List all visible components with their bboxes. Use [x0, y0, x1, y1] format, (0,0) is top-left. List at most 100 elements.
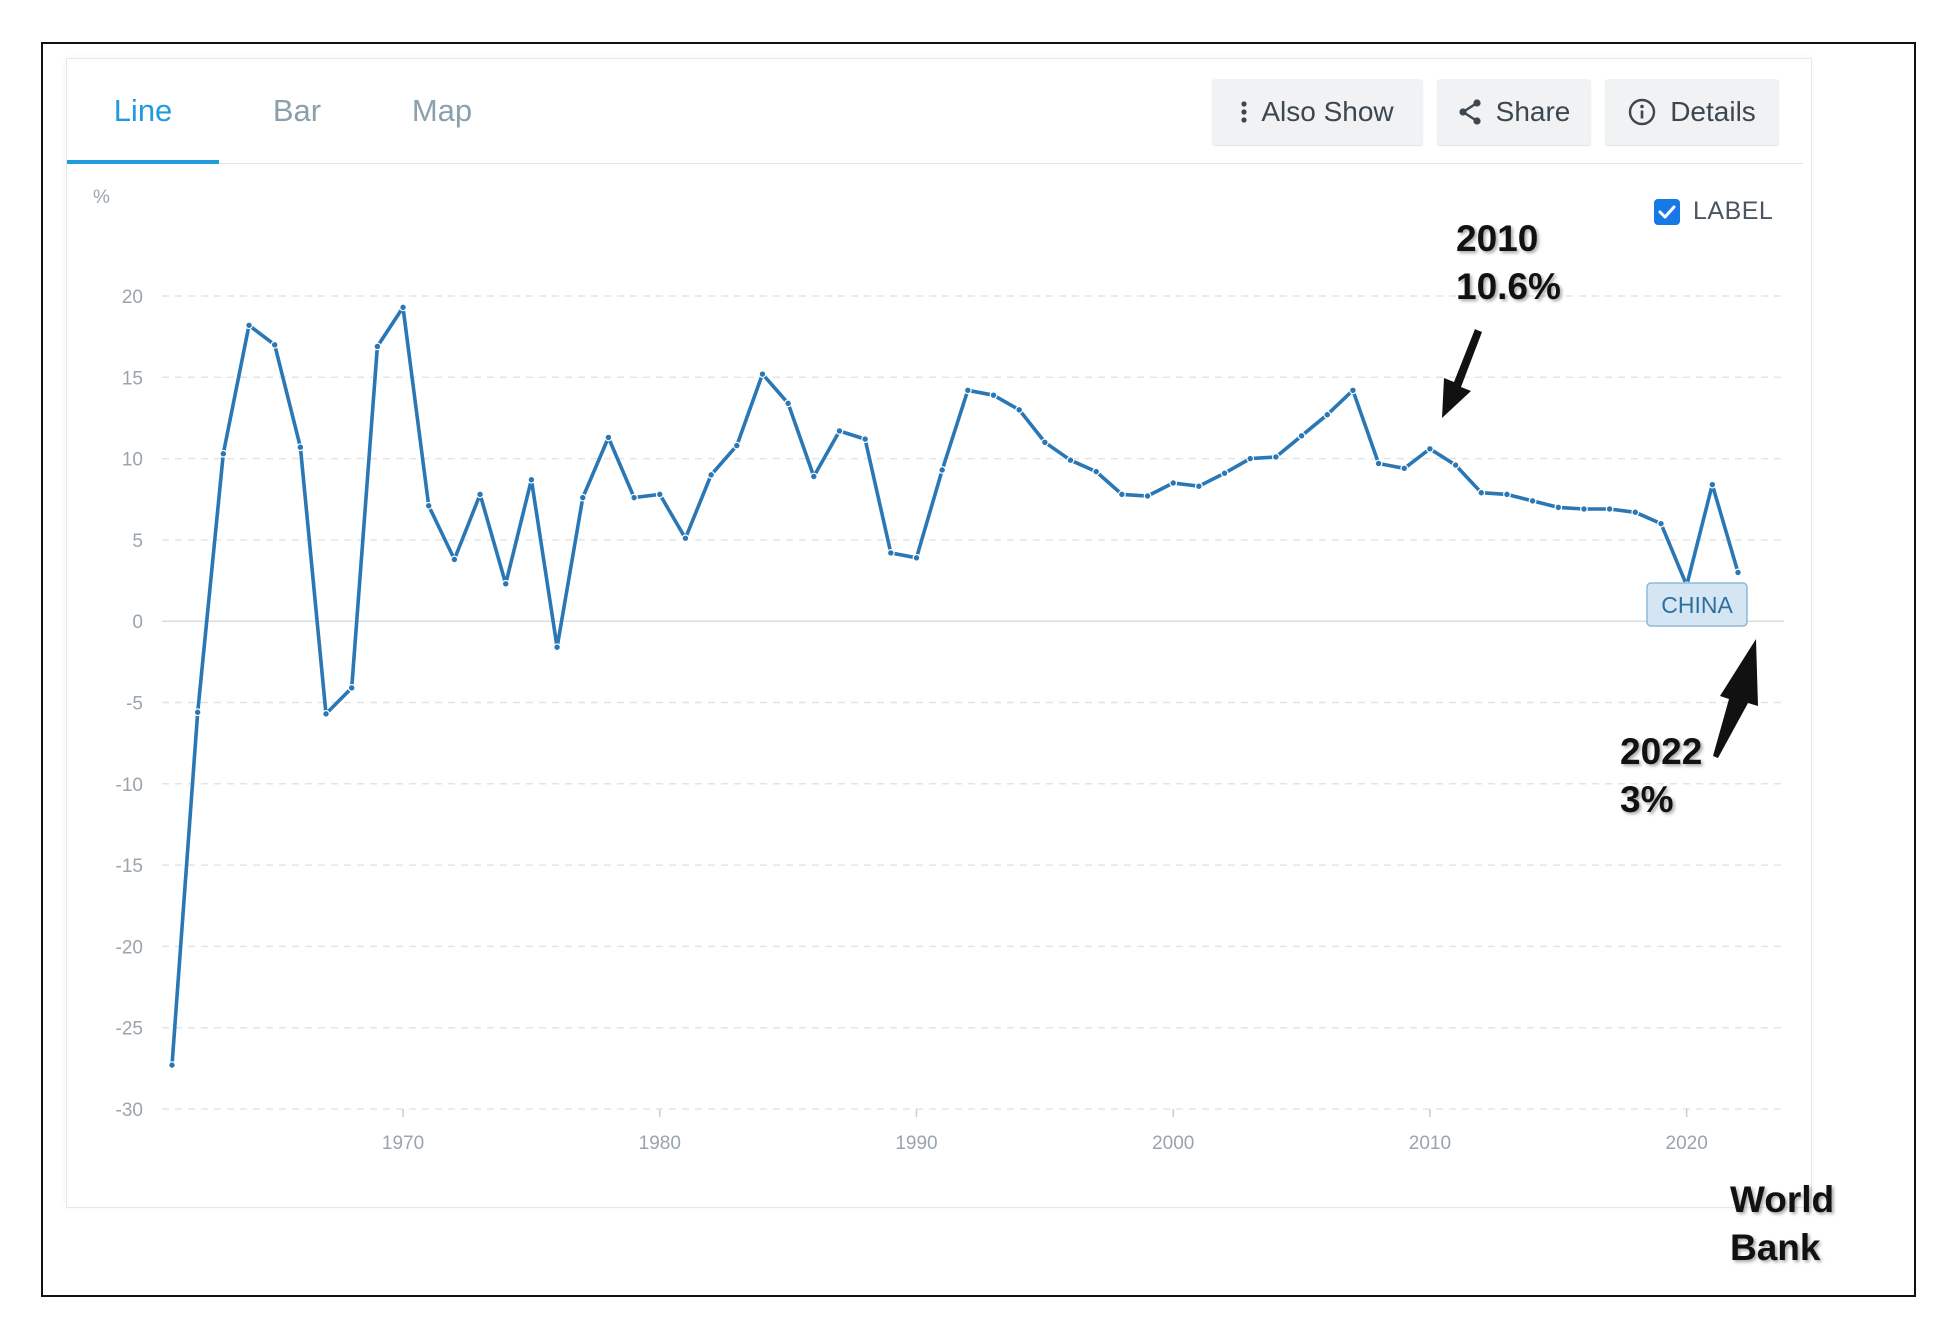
data-point: [655, 490, 664, 499]
x-tick-label: 1990: [895, 1133, 937, 1154]
data-point: [1117, 490, 1126, 499]
data-point: [1451, 461, 1460, 470]
series-label-china: CHINA: [1661, 592, 1733, 618]
data-point: [1169, 479, 1178, 487]
checkmark-icon: [1658, 205, 1676, 218]
annotation-2022-year: 2022: [1620, 731, 1703, 772]
data-point: [1323, 410, 1332, 419]
data-point: [1657, 519, 1665, 528]
data-point: [938, 466, 947, 474]
data-point: [1143, 492, 1152, 500]
y-tick-label: 20: [122, 287, 143, 308]
data-point: [1734, 568, 1742, 577]
y-tick-label: -30: [116, 1100, 143, 1121]
label-checkbox[interactable]: [1654, 198, 1680, 225]
annotation-2022-value: 3%: [1620, 779, 1674, 820]
data-point: [399, 303, 407, 312]
annotation-2010-year: 2010: [1456, 218, 1539, 259]
vertical-dots-icon: [1241, 101, 1247, 123]
data-point: [681, 534, 690, 543]
data-point: [1554, 503, 1563, 512]
data-point: [476, 490, 484, 499]
data-point: [450, 555, 459, 564]
data-point: [1246, 454, 1255, 463]
data-point: [296, 443, 305, 452]
also-show-label: Also Show: [1261, 96, 1394, 127]
data-point: [809, 472, 818, 481]
data-point: [553, 643, 561, 652]
data-point: [245, 321, 253, 330]
data-point: [1040, 438, 1049, 447]
data-point: [886, 549, 895, 557]
x-tick-label: 2010: [1409, 1133, 1451, 1154]
source-line-2: Bank: [1730, 1227, 1821, 1268]
y-axis-label: %: [93, 187, 110, 208]
data-point: [322, 709, 330, 718]
chart-panel: Line Bar Map Also Show Share Details LAB…: [67, 59, 1811, 1207]
data-point: [1272, 453, 1280, 461]
series-label-box: [1646, 582, 1748, 627]
label-toggle-text: LABEL: [1693, 197, 1774, 225]
chart-type-tabs: Line Bar Map Also Show Share Details: [67, 59, 1803, 164]
details-label: Details: [1670, 96, 1756, 127]
data-point: [373, 342, 382, 351]
label-toggle[interactable]: LABEL: [1654, 197, 1773, 226]
details-button[interactable]: Details: [1605, 79, 1779, 145]
data-point: [861, 435, 870, 443]
share-button[interactable]: Share: [1437, 79, 1591, 145]
data-point: [270, 340, 279, 349]
data-point: [1477, 488, 1486, 497]
annotation-arrow-2010: [1442, 329, 1482, 418]
data-point: [1605, 505, 1614, 513]
source-line-1: World: [1730, 1179, 1835, 1220]
data-point: [424, 501, 433, 510]
annotation-2010: 2010 10.6%: [1456, 215, 1561, 311]
y-tick-label: -5: [126, 694, 143, 715]
annotation-2022: 2022 3%: [1620, 728, 1702, 824]
data-point: [963, 386, 972, 395]
tab-line[interactable]: Line: [67, 59, 219, 164]
data-point: [1631, 508, 1640, 517]
data-point: [1708, 480, 1717, 489]
share-label: Share: [1495, 96, 1571, 127]
figure-frame: [41, 42, 1916, 1297]
data-point: [1426, 444, 1434, 453]
annotation-arrow-2022: [1713, 639, 1758, 758]
data-point: [707, 470, 716, 479]
also-show-button[interactable]: Also Show: [1212, 79, 1423, 145]
y-tick-label: -20: [116, 937, 143, 958]
data-point: [1580, 505, 1588, 513]
tab-bar[interactable]: Bar: [272, 93, 322, 128]
data-point: [578, 493, 587, 502]
info-icon: [1628, 98, 1656, 126]
data-point: [835, 427, 844, 435]
share-icon: [1458, 99, 1482, 125]
tab-map[interactable]: Map: [411, 93, 473, 128]
data-point: [1220, 469, 1229, 478]
data-point: [989, 391, 998, 400]
data-point: [347, 683, 356, 692]
data-point: [1194, 482, 1203, 491]
source-annotation: World Bank: [1730, 1176, 1834, 1272]
x-tick-label: 1980: [639, 1133, 681, 1154]
data-point: [758, 370, 767, 378]
y-tick-label: -25: [116, 1019, 143, 1040]
y-tick-label: -15: [116, 856, 143, 877]
data-point: [1092, 467, 1101, 476]
data-point: [219, 449, 228, 458]
data-point: [1349, 386, 1357, 395]
data-point: [784, 399, 793, 408]
y-tick-label: -10: [116, 775, 143, 796]
annotation-2010-value: 10.6%: [1456, 266, 1561, 307]
data-point: [604, 433, 613, 442]
y-tick-label: 10: [122, 450, 143, 471]
data-point: [1374, 459, 1383, 468]
data-point: [1503, 490, 1511, 499]
data-point: [1528, 496, 1537, 505]
x-tick-label: 1970: [382, 1133, 424, 1154]
y-tick-label: 15: [122, 368, 143, 389]
data-point: [527, 475, 536, 484]
data-point: [501, 579, 510, 588]
data-point: [1066, 456, 1075, 465]
